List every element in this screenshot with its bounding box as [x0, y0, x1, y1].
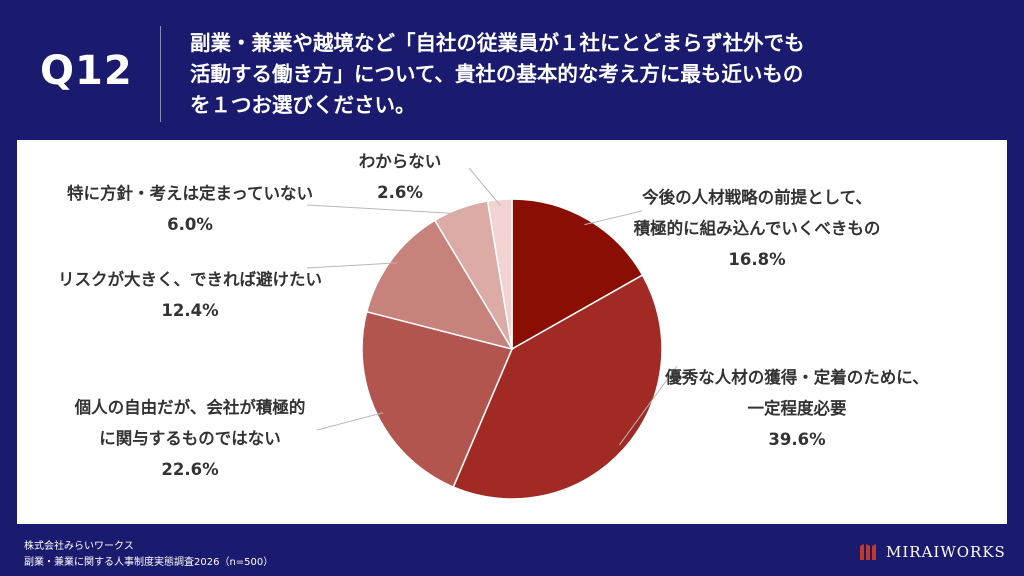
footer: 株式会社みらいワークス 副業・兼業に関する人事制度実態調査2026（n=500） — [24, 539, 273, 571]
leader-line — [584, 210, 643, 226]
footer-company: 株式会社みらいワークス — [24, 541, 134, 552]
slice-label-2: 個人の自由だが、会社が積極的 に関与するものではない 22.6% — [50, 392, 330, 485]
slice-label-3: リスクが大きく、できれば避けたい 12.4% — [50, 264, 330, 326]
slice-value-label: 6.0% — [167, 215, 213, 234]
question-line: を１つお選びください。 — [190, 93, 416, 117]
slice-value-label: 16.8% — [728, 250, 786, 269]
slice-label-0: 今後の人材戦略の前提として、 積極的に組み込んでいくべきもの 16.8% — [607, 182, 907, 275]
logo-text: MIRAIWORKS — [886, 543, 1006, 561]
leader-line — [306, 204, 463, 215]
leader-line — [306, 262, 397, 269]
slice-value-label: 2.6% — [377, 183, 423, 202]
slice-label-text: に関与するものではない — [99, 429, 281, 448]
question-line: 活動する働き方」について、貴社の基本的な考え方に最も近いもの — [190, 62, 804, 86]
slice-label-text: 個人の自由だが、会社が積極的 — [74, 398, 306, 417]
pie-slice — [511, 198, 644, 351]
logo-mark-stroke — [860, 544, 864, 560]
slice-value-label: 12.4% — [161, 301, 219, 320]
logo-mark-stroke — [872, 544, 876, 560]
footer-survey: 副業・兼業に関する人事制度実態調査2026（n=500） — [24, 557, 274, 568]
slice-label-5: わからない 2.6% — [340, 146, 460, 208]
slice-label-text: 一定程度必要 — [747, 399, 847, 418]
question-line: 副業・兼業や越境など「自社の従業員が１社にとどまらず社外でも — [190, 31, 805, 55]
pie-slice — [361, 310, 514, 489]
slice-label-text: わからない — [358, 152, 442, 171]
pie-slice — [486, 198, 513, 350]
pie-slice — [365, 219, 514, 351]
pie-slice — [452, 274, 663, 500]
slice-label-1: 優秀な人材の獲得・定着のために、 一定程度必要 39.6% — [647, 362, 947, 455]
header-divider — [160, 26, 161, 122]
question-number: Q12 — [40, 48, 133, 94]
slice-label-text: リスクが大きく、できれば避けたい — [58, 270, 322, 289]
chart-panel: 今後の人材戦略の前提として、 積極的に組み込んでいくべきもの 16.8% 優秀な… — [17, 140, 1007, 524]
logo-mark-stroke — [866, 544, 870, 560]
slice-label-text: 今後の人材戦略の前提として、 — [642, 188, 872, 207]
leader-line — [316, 412, 384, 431]
slice-value-label: 39.6% — [768, 430, 826, 449]
company-logo: MIRAIWORKS — [856, 540, 1006, 564]
leader-line — [619, 365, 678, 446]
slice-value-label: 22.6% — [161, 460, 219, 479]
leader-line — [468, 167, 501, 206]
question-text: 副業・兼業や越境など「自社の従業員が１社にとどまらず社外でも 活動する働き方」に… — [190, 28, 990, 121]
slice-label-4: 特に方針・考えは定まっていない 6.0% — [50, 178, 330, 240]
slice-label-text: 特に方針・考えは定まっていない — [66, 184, 313, 203]
mirai-works-logo-icon — [860, 544, 876, 560]
pie-chart — [306, 167, 678, 500]
slice-label-text: 積極的に組み込んでいくべきもの — [633, 219, 881, 238]
slice-label-text: 優秀な人材の獲得・定着のために、 — [665, 368, 929, 387]
